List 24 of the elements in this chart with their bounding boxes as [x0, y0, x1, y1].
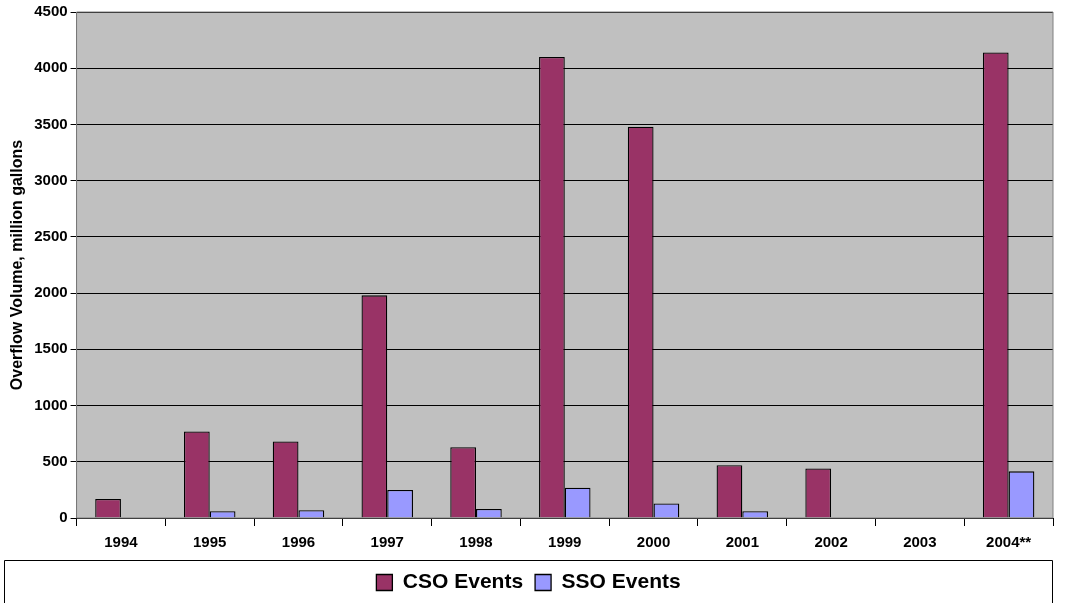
legend-label: SSO Events — [561, 569, 681, 593]
y-tick-label: 3000 — [34, 170, 68, 188]
legend-label: CSO Events — [402, 569, 524, 593]
x-tick-label: 2003 — [903, 533, 937, 551]
x-tick-label: 2002 — [814, 533, 848, 551]
y-tick-label: 1500 — [34, 339, 68, 357]
y-tick-label: 2000 — [34, 283, 68, 301]
x-tick-label: 1998 — [459, 533, 493, 551]
y-tick-label: 4000 — [34, 58, 68, 76]
y-tick-label: 4500 — [34, 2, 68, 20]
x-tick-label: 2000 — [636, 533, 671, 551]
y-tick-label: 1000 — [34, 395, 68, 413]
y-tick-label: 3500 — [34, 114, 68, 132]
x-tick-label: 1999 — [548, 533, 582, 551]
x-tick-label: 2001 — [725, 533, 759, 551]
x-tick-label: 1995 — [193, 533, 227, 551]
x-tick-label: 1997 — [370, 533, 404, 551]
y-axis-title: Overflow Volume, million gallons — [8, 139, 26, 391]
x-tick-label: 1994 — [104, 533, 139, 551]
y-tick-label: 0 — [59, 508, 68, 526]
x-tick-label: 1996 — [281, 533, 316, 551]
y-tick-label: 500 — [42, 451, 68, 469]
x-tick-label: 2004** — [986, 533, 1032, 551]
y-tick-label: 2500 — [34, 227, 68, 245]
